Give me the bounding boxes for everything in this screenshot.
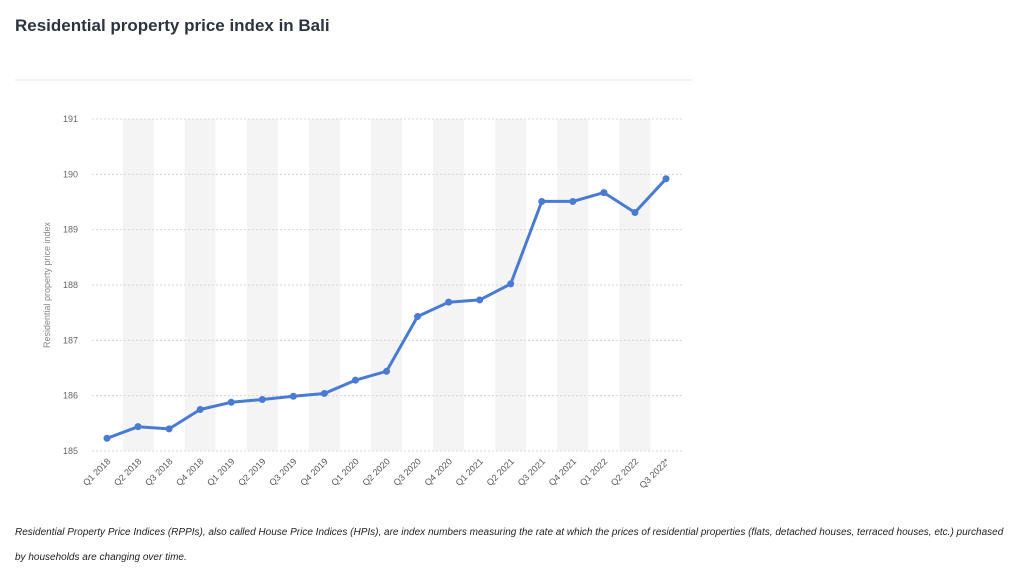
y-axis-label: Residential property price index <box>42 221 52 348</box>
data-point <box>165 425 173 433</box>
x-tick-label: Q3 2020 <box>391 456 422 487</box>
y-tick-label: 188 <box>63 280 78 290</box>
x-tick-label: Q3 2018 <box>143 456 174 487</box>
data-point <box>600 189 608 197</box>
data-point <box>569 197 577 205</box>
y-tick-label: 187 <box>63 335 78 345</box>
data-point <box>289 392 297 400</box>
x-tick-label: Q1 2018 <box>81 456 112 487</box>
data-point <box>227 398 235 406</box>
x-tick-label: Q3 2022* <box>637 456 671 490</box>
data-point <box>414 313 422 321</box>
x-tick-label: Q2 2022 <box>609 456 640 487</box>
x-tick-label: Q1 2021 <box>454 456 485 487</box>
data-points <box>103 175 670 442</box>
data-point <box>507 280 515 288</box>
x-tick-label: Q4 2019 <box>298 456 329 487</box>
x-tick-label: Q1 2022 <box>578 456 609 487</box>
data-point <box>476 296 484 304</box>
data-point <box>320 389 328 397</box>
y-tick-label: 190 <box>63 169 78 179</box>
data-point <box>258 396 266 404</box>
x-tick-label: Q2 2020 <box>360 456 391 487</box>
x-tick-label: Q3 2021 <box>516 456 547 487</box>
x-tick-label: Q3 2019 <box>267 456 298 487</box>
chart-title: Residential property price index in Bali <box>15 16 330 35</box>
y-tick-labels: 185 186 187 188 189 190 191 <box>63 114 78 456</box>
x-tick-label: Q1 2019 <box>205 456 236 487</box>
data-point <box>538 197 546 205</box>
y-tick-label: 185 <box>63 446 78 456</box>
x-tick-label: Q4 2021 <box>547 456 578 487</box>
data-point <box>445 298 453 306</box>
x-tick-label: Q4 2018 <box>174 456 205 487</box>
y-tick-label: 186 <box>63 391 78 401</box>
x-tick-label: Q2 2021 <box>485 456 516 487</box>
x-tick-label: Q2 2019 <box>236 456 267 487</box>
data-point <box>631 209 639 217</box>
x-tick-label: Q4 2020 <box>423 456 454 487</box>
data-point <box>134 423 142 431</box>
x-tick-label: Q2 2018 <box>112 456 143 487</box>
data-point <box>103 434 111 442</box>
chart-caption: Residential Property Price Indices (RPPI… <box>15 527 1004 563</box>
data-point <box>383 367 390 375</box>
data-point <box>196 406 204 413</box>
data-point <box>351 376 359 384</box>
y-tick-label: 189 <box>63 225 78 235</box>
x-tick-label: Q1 2020 <box>329 456 360 487</box>
y-tick-label: 191 <box>63 114 78 124</box>
data-point <box>662 175 670 183</box>
x-tick-labels: Q1 2018 Q2 2018 Q3 2018 Q4 2018 Q1 2019 Q2 20… <box>81 456 672 490</box>
